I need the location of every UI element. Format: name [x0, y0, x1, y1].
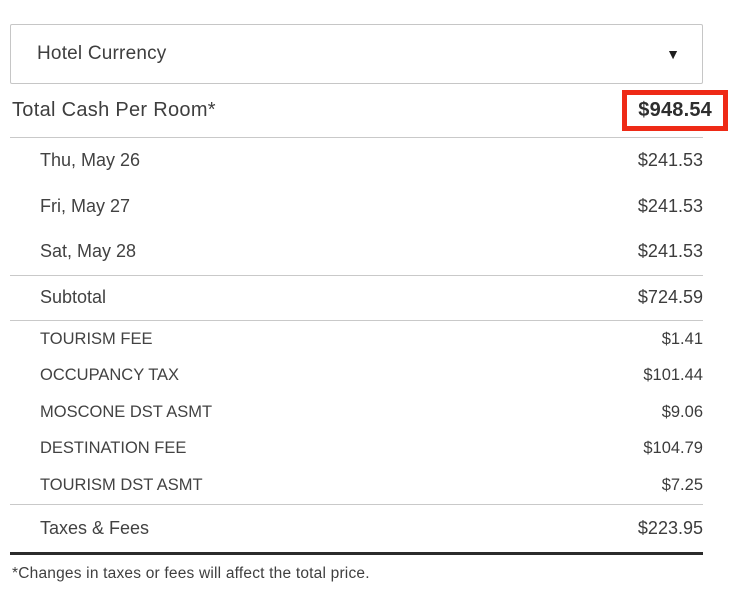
subtotal-amount: $724.59	[637, 287, 703, 308]
total-amount-highlight: $948.54	[622, 90, 728, 131]
subtotal-label: Subtotal	[40, 287, 107, 308]
night-date: Fri, May 27	[40, 195, 131, 216]
currency-dropdown-value: Hotel Currency	[37, 43, 167, 64]
tax-row: DESTINATION FEE $104.79	[10, 431, 703, 468]
night-amount: $241.53	[637, 150, 703, 171]
subtotal-section: Subtotal $724.59	[10, 274, 703, 320]
tax-amount: $101.44	[643, 366, 703, 385]
taxes-total-row: Taxes & Fees $223.95	[10, 505, 703, 552]
nightly-rates-section: Thu, May 26 $241.53 Fri, May 27 $241.53 …	[10, 137, 703, 275]
night-row: Thu, May 26 $241.53	[10, 138, 703, 184]
taxes-total-label: Taxes & Fees	[40, 517, 150, 538]
currency-dropdown[interactable]: Hotel Currency ▼	[10, 24, 703, 84]
night-date: Thu, May 26	[40, 150, 141, 171]
night-row: Sat, May 28 $241.53	[10, 229, 703, 275]
taxes-total-section: Taxes & Fees $223.95	[10, 503, 703, 552]
tax-label: TOURISM DST ASMT	[40, 475, 203, 494]
night-row: Fri, May 27 $241.53	[10, 184, 703, 230]
tax-amount: $9.06	[661, 402, 703, 421]
tax-row: MOSCONE DST ASMT $9.06	[10, 394, 703, 431]
price-breakdown-content: Hotel Currency ▼ Total Cash Per Room* $9…	[10, 0, 728, 583]
night-amount: $241.53	[637, 195, 703, 216]
tax-row: OCCUPANCY TAX $101.44	[10, 357, 703, 394]
tax-label: DESTINATION FEE	[40, 439, 187, 458]
tax-amount: $104.79	[643, 439, 703, 458]
chevron-down-icon: ▼	[666, 46, 680, 62]
tax-label: TOURISM FEE	[40, 329, 153, 348]
tax-amount: $1.41	[661, 329, 703, 348]
tax-label: MOSCONE DST ASMT	[40, 402, 213, 421]
tax-label: OCCUPANCY TAX	[40, 366, 180, 385]
total-label: Total Cash Per Room*	[12, 99, 216, 121]
tax-row: TOURISM FEE $1.41	[10, 321, 703, 358]
total-amount: $948.54	[638, 99, 712, 121]
strong-divider	[10, 551, 703, 555]
taxes-section: TOURISM FEE $1.41 OCCUPANCY TAX $101.44 …	[10, 319, 703, 504]
taxes-total-amount: $223.95	[637, 517, 703, 538]
subtotal-row: Subtotal $724.59	[10, 276, 703, 320]
tax-row: TOURISM DST ASMT $7.25	[10, 467, 703, 504]
night-date: Sat, May 28	[40, 241, 137, 262]
total-row: Total Cash Per Room* $948.54	[10, 84, 728, 137]
night-amount: $241.53	[637, 241, 703, 262]
tax-amount: $7.25	[661, 475, 703, 494]
footnote: *Changes in taxes or fees will affect th…	[12, 564, 370, 582]
